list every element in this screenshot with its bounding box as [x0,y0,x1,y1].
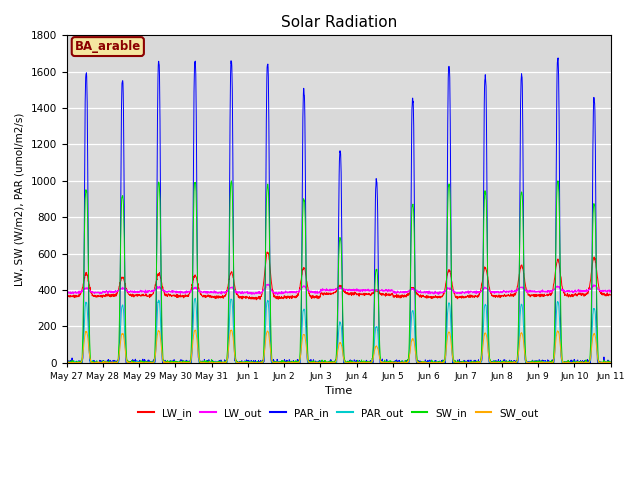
SW_in [355,360,362,366]
PAR_out [366,359,374,365]
Line: SW_in: SW_in [67,181,611,363]
Line: SW_out: SW_out [67,330,611,363]
LW_in [355,292,362,298]
PAR_in [574,357,582,363]
SW_in [559,360,566,365]
LW_in [497,293,505,299]
LW_in [263,249,271,255]
LW_out [214,290,222,296]
LW_out [559,288,566,293]
PAR_out [559,360,566,366]
LW_out [574,288,582,294]
SW_in [63,360,70,365]
SW_in [607,360,614,365]
LW_out [497,289,505,295]
PAR_in [366,360,374,366]
Title: Solar Radiation: Solar Radiation [280,15,397,30]
PAR_in [63,360,70,366]
LW_out [274,292,282,298]
LW_in [214,295,222,301]
LW_out [264,281,272,287]
Y-axis label: LW, SW (W/m2), PAR (umol/m2/s): LW, SW (W/m2), PAR (umol/m2/s) [15,112,25,286]
LW_out [63,290,70,296]
PAR_in [559,360,566,366]
SW_out [497,360,504,366]
SW_out [227,327,235,333]
SW_out [355,360,362,366]
PAR_in [554,55,562,61]
LW_in [367,293,374,299]
SW_out [607,360,614,366]
PAR_out [607,360,614,366]
PAR_out [191,295,199,301]
Line: PAR_in: PAR_in [67,58,611,363]
SW_out [559,359,566,365]
PAR_in [497,358,504,363]
Bar [67,326,611,363]
PAR_in [607,360,614,366]
Bar [67,36,611,72]
SW_out [366,360,374,366]
PAR_out [497,360,504,365]
PAR_out [355,360,362,365]
LW_in [607,292,614,298]
Bar [67,181,611,217]
LW_in [252,297,260,303]
PAR_out [63,360,70,366]
PAR_in [354,359,362,365]
LW_out [367,287,374,293]
SW_out [214,360,222,365]
SW_in [227,178,235,184]
Line: PAR_out: PAR_out [67,298,611,363]
LW_in [559,287,566,293]
SW_in [63,360,70,366]
SW_in [574,359,582,365]
SW_out [63,360,70,366]
LW_in [574,292,582,298]
PAR_out [574,360,582,366]
PAR_in [214,360,222,366]
Bar [67,253,611,290]
SW_in [497,360,505,366]
SW_out [574,360,582,365]
PAR_out [214,360,222,366]
Bar [67,108,611,144]
Legend: LW_in, LW_out, PAR_in, PAR_out, SW_in, SW_out: LW_in, LW_out, PAR_in, PAR_out, SW_in, S… [134,404,543,423]
Line: LW_out: LW_out [67,284,611,295]
Text: BA_arable: BA_arable [75,40,141,53]
LW_out [607,289,614,295]
LW_out [355,288,362,293]
LW_in [63,295,70,300]
Line: LW_in: LW_in [67,252,611,300]
SW_in [214,359,222,364]
X-axis label: Time: Time [325,386,352,396]
SW_in [367,360,374,366]
